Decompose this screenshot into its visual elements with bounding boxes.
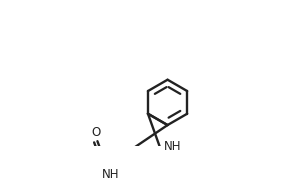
Text: NH: NH <box>102 168 119 180</box>
Text: O: O <box>91 126 100 139</box>
Text: NH: NH <box>164 140 181 153</box>
